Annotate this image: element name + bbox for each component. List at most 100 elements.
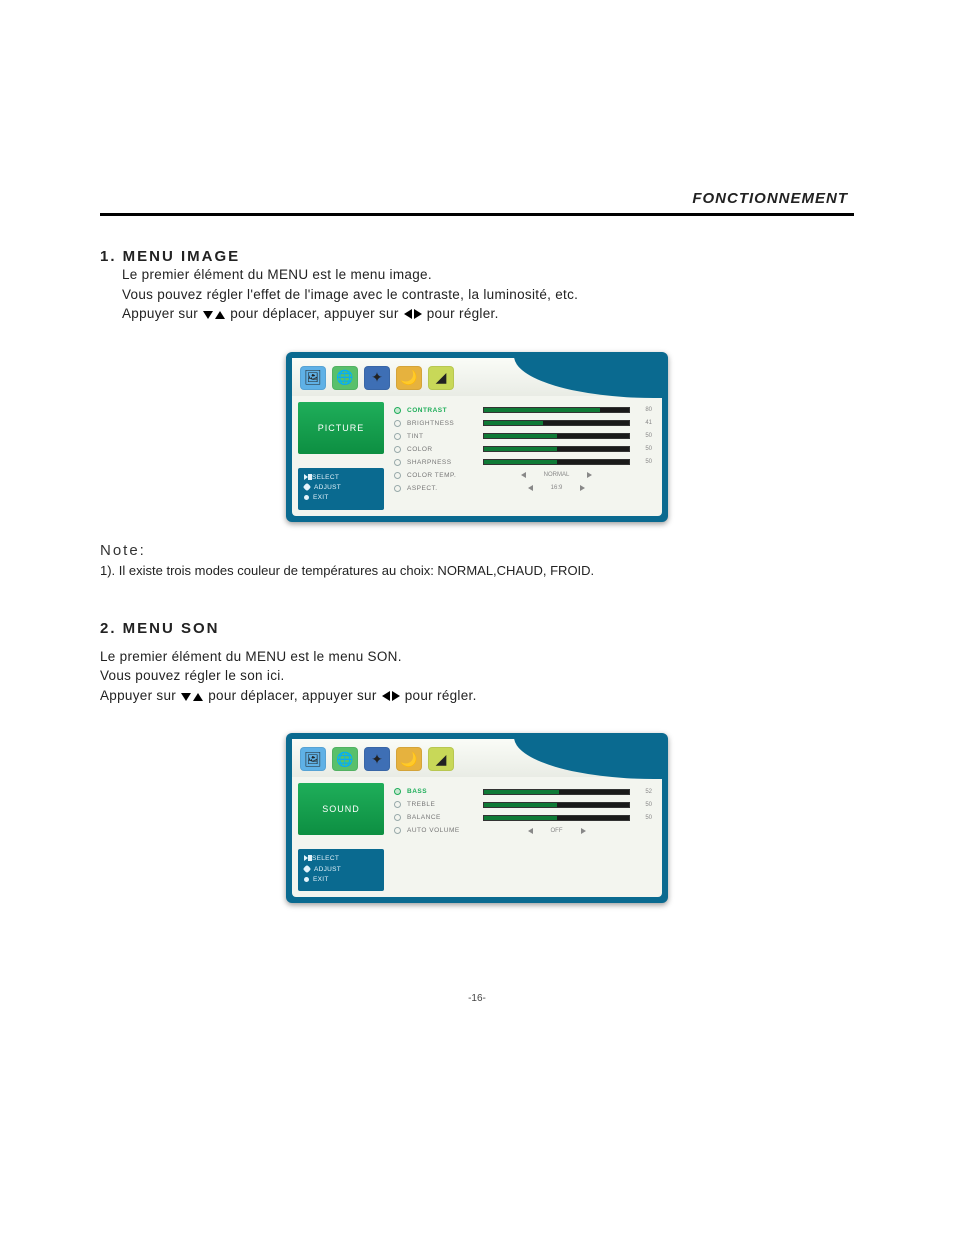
section2-line1: Le premier élément du MENU est le menu S… bbox=[100, 647, 854, 667]
down-arrow-icon bbox=[181, 693, 191, 701]
right-arrow-icon bbox=[414, 309, 422, 319]
section1-line2: Vous pouvez régler l'effet de l'image av… bbox=[122, 285, 854, 305]
legend-select: SELECT bbox=[304, 473, 378, 483]
section2-line2: Vous pouvez régler le son ici. bbox=[100, 666, 854, 686]
left-arrow-icon bbox=[382, 691, 390, 701]
left-arrow-icon bbox=[404, 309, 412, 319]
slider-bar[interactable] bbox=[483, 433, 630, 439]
osd-row-balance[interactable]: BALANCE 50 bbox=[394, 811, 652, 824]
instr2-text-a: Appuyer sur bbox=[100, 688, 176, 703]
bullet-icon bbox=[394, 433, 401, 440]
left-arrow-icon[interactable] bbox=[521, 472, 526, 478]
left-arrow-icon[interactable] bbox=[528, 828, 533, 834]
bullet-icon bbox=[394, 788, 401, 795]
osd-tab-4[interactable]: ◢ bbox=[428, 747, 454, 771]
right-arrow-icon[interactable] bbox=[580, 485, 585, 491]
note-title: Note: bbox=[100, 542, 854, 559]
osd1-list: CONTRAST80BRIGHTNESS41TINT50COLOR50SHARP… bbox=[384, 396, 662, 516]
osd-tab-2[interactable]: ✦ bbox=[364, 366, 390, 390]
slider-bar[interactable] bbox=[483, 446, 630, 452]
row-label: TREBLE bbox=[407, 801, 477, 808]
osd-row-brightness[interactable]: BRIGHTNESS41 bbox=[394, 417, 652, 430]
osd-tab-0[interactable]: 🖼 bbox=[300, 747, 326, 771]
selector[interactable]: 16:9 bbox=[483, 485, 630, 491]
osd-row-tint[interactable]: TINT50 bbox=[394, 430, 652, 443]
row-label: CONTRAST bbox=[407, 407, 477, 414]
bullet-icon bbox=[394, 459, 401, 466]
slider-bar[interactable] bbox=[483, 789, 630, 795]
selector-value: OFF bbox=[551, 828, 563, 834]
osd-row-bass[interactable]: BASS52 bbox=[394, 785, 652, 798]
slider-bar[interactable] bbox=[483, 420, 630, 426]
osd2-list: BASS52 TREBLE 50 BALANCE 50 AUTO VOLUME OFF bbox=[384, 777, 662, 897]
osd-row-color-temp-[interactable]: COLOR TEMP. NORMAL bbox=[394, 469, 652, 482]
bullet-icon bbox=[394, 472, 401, 479]
instr-text-a: Appuyer sur bbox=[122, 306, 198, 321]
legend-adjust: ADJUST bbox=[304, 483, 378, 493]
osd-row-sharpness[interactable]: SHARPNESS 50 bbox=[394, 456, 652, 469]
down-arrow-icon bbox=[203, 311, 213, 319]
legend-exit: EXIT bbox=[304, 493, 378, 503]
osd2-legend: SELECT ADJUST EXIT bbox=[298, 849, 384, 891]
up-arrow-icon bbox=[193, 693, 203, 701]
page-header: FONCTIONNEMENT bbox=[100, 190, 854, 207]
osd-tab-1[interactable]: 🌐 bbox=[332, 747, 358, 771]
section1-instr: Appuyer sur pour déplacer, appuyer sur p… bbox=[122, 304, 854, 324]
legend-select: SELECT bbox=[304, 854, 378, 864]
section2-instr: Appuyer sur pour déplacer, appuyer sur p… bbox=[100, 686, 854, 706]
row-label: AUTO VOLUME bbox=[407, 827, 477, 834]
section1-title: 1. MENU IMAGE bbox=[100, 248, 854, 265]
up-arrow-icon bbox=[215, 311, 225, 319]
header-rule bbox=[100, 213, 854, 216]
row-label: COLOR bbox=[407, 446, 477, 453]
right-arrow-icon[interactable] bbox=[581, 828, 586, 834]
row-label: COLOR TEMP. bbox=[407, 472, 477, 479]
right-arrow-icon[interactable] bbox=[587, 472, 592, 478]
selector-value: 16:9 bbox=[551, 485, 563, 491]
bullet-icon bbox=[394, 814, 401, 821]
row-label: BALANCE bbox=[407, 814, 477, 821]
slider-bar[interactable] bbox=[483, 815, 630, 821]
row-label: SHARPNESS bbox=[407, 459, 477, 466]
bullet-icon bbox=[394, 485, 401, 492]
bullet-icon bbox=[394, 407, 401, 414]
right-arrow-icon bbox=[392, 691, 400, 701]
slider-bar[interactable] bbox=[483, 459, 630, 465]
row-value: 50 bbox=[636, 459, 652, 465]
legend-adjust: ADJUST bbox=[304, 865, 378, 875]
selector-value: NORMAL bbox=[544, 472, 570, 478]
osd-row-color[interactable]: COLOR50 bbox=[394, 443, 652, 456]
osd-tab-1[interactable]: 🌐 bbox=[332, 366, 358, 390]
osd-tab-3[interactable]: 🌙 bbox=[396, 366, 422, 390]
osd-tab-4[interactable]: ◢ bbox=[428, 366, 454, 390]
osd-row-treble[interactable]: TREBLE 50 bbox=[394, 798, 652, 811]
row-value: 50 bbox=[636, 802, 652, 808]
row-value: 50 bbox=[636, 815, 652, 821]
row-label: BRIGHTNESS bbox=[407, 420, 477, 427]
bullet-icon bbox=[394, 801, 401, 808]
osd-row-auto-volume[interactable]: AUTO VOLUME OFF bbox=[394, 824, 652, 837]
slider-bar[interactable] bbox=[483, 407, 630, 413]
selector[interactable]: NORMAL bbox=[483, 472, 630, 478]
instr2-text-c: pour régler. bbox=[405, 688, 477, 703]
left-arrow-icon[interactable] bbox=[528, 485, 533, 491]
osd-picture-panel: 🖼🌐✦🌙◢ PICTURE SELECT ADJUST EXIT CONTRAS… bbox=[286, 352, 668, 522]
legend-exit: EXIT bbox=[304, 875, 378, 885]
note-text: 1). Il existe trois modes couleur de tem… bbox=[100, 563, 854, 578]
osd-row-aspect-[interactable]: ASPECT. 16:9 bbox=[394, 482, 652, 495]
osd-tab-2[interactable]: ✦ bbox=[364, 747, 390, 771]
osd-tab-3[interactable]: 🌙 bbox=[396, 747, 422, 771]
osd-tab-0[interactable]: 🖼 bbox=[300, 366, 326, 390]
osd2-side-title: SOUND bbox=[298, 783, 384, 835]
osd1-tabs: 🖼🌐✦🌙◢ bbox=[292, 358, 662, 396]
osd-sound-panel: 🖼🌐✦🌙◢ SOUND SELECT ADJUST EXIT BASS52TRE… bbox=[286, 733, 668, 903]
section1-line1: Le premier élément du MENU est le menu i… bbox=[122, 265, 854, 285]
slider-bar[interactable] bbox=[483, 802, 630, 808]
row-label: ASPECT. bbox=[407, 485, 477, 492]
osd-row-contrast[interactable]: CONTRAST80 bbox=[394, 404, 652, 417]
osd1-legend: SELECT ADJUST EXIT bbox=[298, 468, 384, 510]
selector[interactable]: OFF bbox=[483, 828, 630, 834]
osd1-side-title: PICTURE bbox=[298, 402, 384, 454]
instr-text-b: pour déplacer, appuyer sur bbox=[230, 306, 398, 321]
row-value: 50 bbox=[636, 433, 652, 439]
